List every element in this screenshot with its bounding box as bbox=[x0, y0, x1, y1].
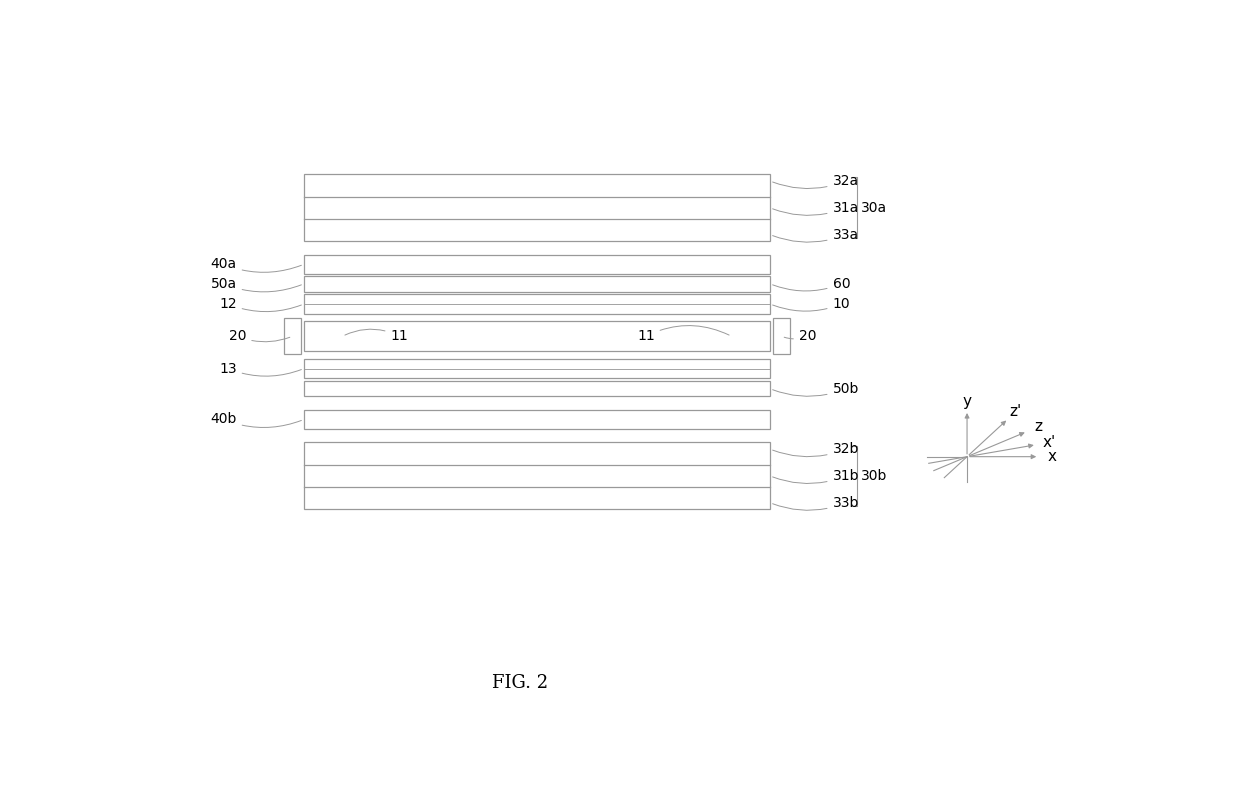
Text: x: x bbox=[1048, 449, 1056, 464]
Bar bbox=[304, 442, 770, 509]
Bar bbox=[304, 174, 770, 241]
Text: 31b: 31b bbox=[773, 469, 859, 484]
Text: 30a: 30a bbox=[862, 201, 888, 215]
Text: FIG. 2: FIG. 2 bbox=[492, 674, 548, 692]
Text: 12: 12 bbox=[219, 297, 301, 312]
Text: y: y bbox=[962, 394, 972, 409]
Text: z: z bbox=[1034, 419, 1043, 434]
Text: 50b: 50b bbox=[773, 382, 859, 397]
Text: 32a: 32a bbox=[773, 174, 858, 189]
Text: 40a: 40a bbox=[211, 257, 301, 272]
Text: 31a: 31a bbox=[773, 201, 859, 215]
Bar bbox=[284, 318, 301, 355]
Text: 33a: 33a bbox=[773, 227, 858, 242]
Text: 40b: 40b bbox=[211, 413, 301, 427]
Bar bbox=[773, 318, 790, 355]
Bar bbox=[304, 381, 770, 397]
Bar bbox=[304, 322, 770, 351]
Bar bbox=[304, 410, 770, 429]
Text: z': z' bbox=[1009, 404, 1022, 419]
Bar bbox=[304, 255, 770, 273]
Text: 11: 11 bbox=[637, 326, 729, 343]
Text: 11: 11 bbox=[345, 329, 408, 343]
Text: 20: 20 bbox=[229, 330, 290, 343]
Bar bbox=[304, 294, 770, 314]
Text: 50a: 50a bbox=[211, 276, 301, 292]
Text: 20: 20 bbox=[784, 330, 816, 343]
Text: 33b: 33b bbox=[773, 496, 859, 510]
Bar bbox=[304, 359, 770, 379]
Text: 10: 10 bbox=[773, 297, 851, 311]
Text: 32b: 32b bbox=[773, 442, 859, 457]
Bar bbox=[304, 276, 770, 292]
Text: 60: 60 bbox=[773, 276, 851, 291]
Text: 30b: 30b bbox=[862, 469, 888, 483]
Text: 13: 13 bbox=[219, 362, 301, 376]
Text: x': x' bbox=[1043, 435, 1055, 450]
